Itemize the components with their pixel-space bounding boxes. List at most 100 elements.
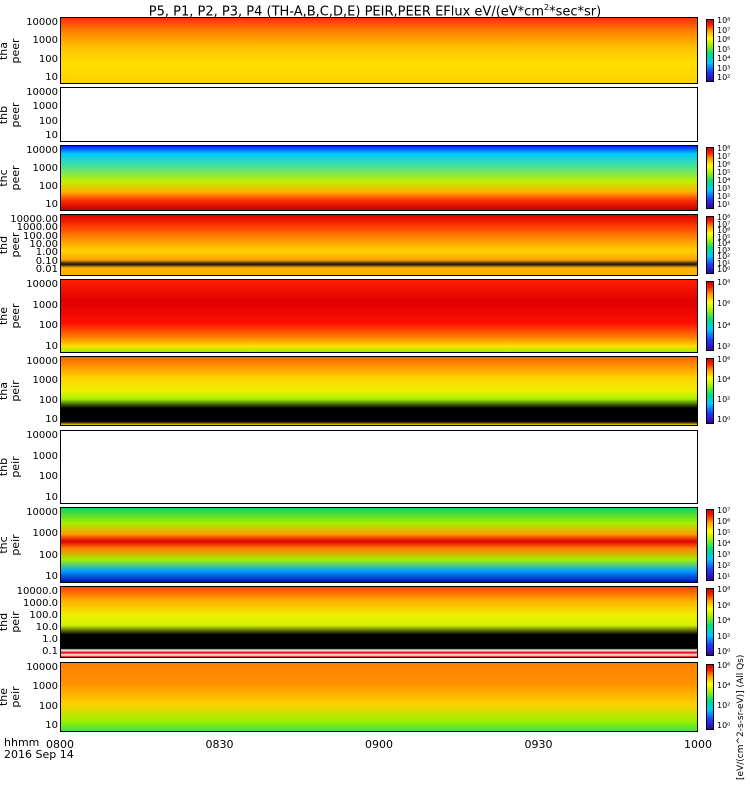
colorbar-tick-label: 10⁰ bbox=[717, 265, 731, 274]
panel-colorbar bbox=[706, 509, 714, 581]
panel-ytick-label: 100.0 bbox=[29, 610, 58, 621]
panel-ytick-label: 10000 bbox=[26, 662, 58, 673]
panel-ytick-label: 10 bbox=[45, 414, 58, 425]
panel-colorbar bbox=[706, 664, 714, 730]
spectrogram-panel bbox=[60, 430, 698, 504]
panel-colorbar bbox=[706, 216, 714, 274]
panel-ytick-label: 10000.00 bbox=[10, 214, 58, 225]
panel-ytick-label: 1000 bbox=[32, 528, 58, 540]
time-axis-label-date: 2016 Sep 14 bbox=[4, 748, 74, 761]
time-axis-label-format: hhmm bbox=[4, 736, 40, 749]
colorbar-tick-label: 10³ bbox=[717, 184, 731, 193]
colorbar-tick-label: 10⁷ bbox=[717, 506, 731, 515]
colorbar-tick-label: 10⁴ bbox=[717, 375, 731, 384]
panel-ytick-label: 1000 bbox=[32, 681, 58, 693]
panel-ytick-label: 100 bbox=[38, 115, 58, 127]
panel-ytick-label: 10 bbox=[45, 492, 58, 503]
panel-colorbar bbox=[706, 281, 714, 351]
colorbar-tick-label: 10⁸ bbox=[717, 144, 731, 153]
colorbar-tick-label: 10⁶ bbox=[717, 299, 731, 309]
panel-ytick-label: 10.00 bbox=[29, 239, 58, 250]
colorbar-tick-label: 10⁵ bbox=[717, 528, 731, 537]
spectrogram-panel bbox=[60, 586, 698, 658]
colorbar-tick-label: 10¹ bbox=[717, 258, 731, 268]
colorbar-tick-label: 10⁴ bbox=[717, 681, 731, 690]
panel-ytick-label: 100 bbox=[38, 700, 58, 712]
colorbar-tick-label: 10⁴ bbox=[717, 54, 731, 63]
spectrogram-panel bbox=[60, 17, 698, 84]
panel-colorbar bbox=[706, 588, 714, 656]
panel-ytick-label: 100 bbox=[38, 53, 58, 65]
panel-ytick-label: 100 bbox=[38, 394, 58, 406]
panel-ytick-label: 1.0 bbox=[42, 634, 58, 645]
colorbar-tick-label: 10³ bbox=[717, 550, 731, 559]
panel-ytick-label: 10000 bbox=[26, 430, 58, 441]
panel-ytick-label: 1000 bbox=[32, 450, 58, 462]
colorbar-tick-label: 10⁶ bbox=[717, 226, 731, 235]
colorbar-tick-label: 10² bbox=[717, 73, 731, 82]
panel-ytick-label: 1000 bbox=[32, 35, 58, 47]
panel-ytick-label: 10000 bbox=[26, 356, 58, 367]
panel-ytick-label: 1.00 bbox=[35, 247, 58, 259]
colorbar-tick-label: 10⁶ bbox=[717, 35, 731, 44]
colorbar-tick-label: 10⁷ bbox=[717, 219, 731, 229]
colorbar-tick-label: 10⁴ bbox=[717, 239, 731, 248]
colorbar-tick-label: 10³ bbox=[717, 63, 731, 73]
panel-ytick-label: 0.10 bbox=[35, 255, 58, 267]
colorbar-tick-label: 10² bbox=[717, 701, 731, 710]
panel-ytick-label: 0.01 bbox=[35, 264, 58, 275]
time-tick-label: 0800 bbox=[46, 738, 74, 751]
colorbar-tick-label: 10⁶ bbox=[717, 600, 731, 610]
panel-ytick-label: 100 bbox=[38, 549, 58, 561]
panel-ytick-label: 1000 bbox=[32, 163, 58, 174]
panel-ylabel: thb peer bbox=[0, 101, 22, 128]
panel-ytick-label: 100 bbox=[38, 320, 58, 332]
colorbar-tick-label: 10² bbox=[717, 561, 731, 570]
chart-title: P5, P1, P2, P3, P4 (TH-A,B,C,D,E) PEIR,P… bbox=[148, 3, 602, 20]
colorbar-tick-label: 10⁴ bbox=[717, 616, 731, 625]
colorbar-tick-label: 10² bbox=[717, 342, 731, 351]
panel-ytick-label: 100.00 bbox=[23, 230, 58, 242]
colorbar-tick-label: 10³ bbox=[717, 245, 731, 255]
spectrogram-panel bbox=[60, 507, 698, 583]
time-tick-label: 0830 bbox=[205, 738, 234, 751]
panel-ytick-label: 1000 bbox=[32, 101, 58, 113]
time-tick-label: 0900 bbox=[365, 738, 393, 751]
colorbar-units-label: [eV/(cm^2-s-sr-eV)] (All Qs) bbox=[736, 654, 746, 780]
panel-ytick-label: 10 bbox=[45, 571, 58, 582]
colorbar-tick-label: 10⁴ bbox=[717, 539, 731, 548]
panel-ytick-label: 0.1 bbox=[42, 646, 58, 657]
panel-colorbar bbox=[706, 147, 714, 209]
colorbar-tick-label: 10⁸ bbox=[717, 278, 731, 287]
colorbar-tick-label: 10⁸ bbox=[717, 16, 731, 25]
colorbar-tick-label: 10⁶ bbox=[717, 517, 731, 526]
panel-ytick-label: 100 bbox=[38, 181, 58, 192]
panel-ytick-label: 10000 bbox=[26, 87, 58, 98]
colorbar-tick-label: 10⁷ bbox=[717, 152, 731, 161]
panel-ytick-label: 1000.00 bbox=[16, 222, 58, 234]
spectrogram-panel bbox=[60, 87, 698, 142]
colorbar-tick-label: 10⁸ bbox=[717, 213, 731, 222]
panel-ytick-label: 10 bbox=[45, 199, 58, 210]
colorbar-tick-label: 10⁶ bbox=[717, 160, 731, 169]
panel-colorbar bbox=[706, 358, 714, 424]
panel-ytick-label: 10000 bbox=[26, 507, 58, 518]
colorbar-tick-label: 10² bbox=[717, 192, 731, 201]
colorbar-tick-label: 10¹ bbox=[717, 572, 731, 581]
colorbar-tick-label: 10⁵ bbox=[717, 44, 731, 54]
panel-ytick-label: 10000 bbox=[26, 17, 58, 28]
colorbar-tick-label: 10¹ bbox=[717, 200, 731, 209]
panel-ytick-label: 1000 bbox=[32, 375, 58, 387]
colorbar-tick-label: 10⁷ bbox=[717, 25, 731, 35]
panel-ytick-label: 10 bbox=[45, 72, 58, 83]
time-tick-label: 1000 bbox=[684, 738, 712, 751]
panel-ytick-label: 10 bbox=[45, 720, 58, 731]
spectrogram-panel bbox=[60, 279, 698, 353]
colorbar-tick-label: 10² bbox=[717, 631, 731, 641]
spectrogram-panel bbox=[60, 662, 698, 732]
panel-ytick-label: 10.0 bbox=[35, 622, 58, 633]
colorbar-tick-label: 10² bbox=[717, 395, 731, 404]
spectrogram-panel bbox=[60, 214, 698, 276]
panel-ytick-label: 10000.0 bbox=[16, 586, 58, 597]
colorbar-tick-label: 10⁶ bbox=[717, 355, 731, 364]
